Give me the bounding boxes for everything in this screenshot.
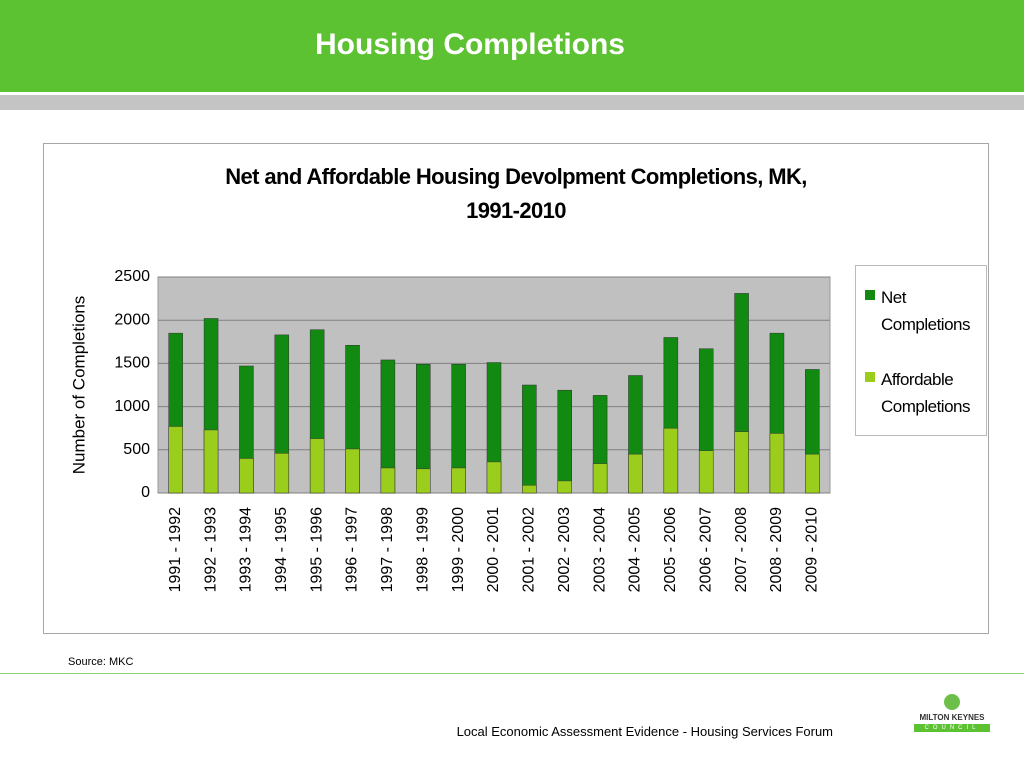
x-tick-label: 1998 - 1999 <box>414 507 431 593</box>
bar <box>416 468 431 494</box>
x-tick-label: 1995 - 1996 <box>308 507 325 593</box>
bar <box>309 438 325 494</box>
y-tick-label: 1000 <box>114 398 150 415</box>
y-tick-label: 500 <box>123 441 150 458</box>
bar <box>557 389 572 494</box>
bar <box>168 426 183 494</box>
logo-name: MILTON KEYNES <box>919 713 985 722</box>
bar <box>592 463 608 494</box>
slide-title: Housing Completions <box>315 28 625 61</box>
x-tick-label: 2006 - 2007 <box>697 507 714 593</box>
y-tick-label: 2000 <box>114 311 150 328</box>
bar <box>557 480 572 494</box>
logo-mark <box>944 694 960 710</box>
divider <box>0 673 1024 674</box>
x-tick-label: 2009 - 2010 <box>804 507 821 593</box>
bar <box>522 384 537 494</box>
x-tick-label: 1993 - 1994 <box>238 507 255 593</box>
header-bar <box>0 0 1024 92</box>
legend-swatch <box>865 290 875 300</box>
header-band <box>0 95 1024 110</box>
bar <box>239 458 254 494</box>
x-tick-label: 2000 - 2001 <box>485 507 502 593</box>
x-tick-label: 2003 - 2004 <box>591 507 608 593</box>
y-tick-label: 0 <box>141 484 150 501</box>
y-tick-label: 2500 <box>114 268 150 285</box>
x-tick-label: 1997 - 1998 <box>379 507 396 593</box>
bar <box>769 433 785 494</box>
x-tick-label: 1994 - 1995 <box>273 507 290 593</box>
legend-label: Affordable Completions <box>881 370 971 416</box>
bar <box>451 467 466 494</box>
y-tick-label: 1500 <box>114 355 150 372</box>
logo-sub: COUNCIL <box>914 724 990 732</box>
chart-title: Net and Affordable Housing Devolpment Co… <box>225 164 807 223</box>
x-tick-label: 1992 - 1993 <box>202 507 219 593</box>
footer: Local Economic Assessment Evidence - Hou… <box>456 724 833 739</box>
bar <box>522 484 537 494</box>
x-tick-label: 2007 - 2008 <box>733 507 750 593</box>
x-tick-label: 2001 - 2002 <box>521 507 538 593</box>
y-axis-label: Number of Completions <box>69 296 88 475</box>
x-tick-label: 2008 - 2009 <box>768 507 785 593</box>
bar <box>345 448 360 494</box>
legend-swatch <box>865 372 875 382</box>
chart-frame <box>43 143 989 634</box>
legend: Net Completions Affordable Completions <box>855 265 987 436</box>
bar <box>628 453 643 494</box>
bar <box>486 461 502 494</box>
source-note: Source: MKC <box>68 656 134 668</box>
bar <box>380 467 396 494</box>
logo: MILTON KEYNES COUNCIL <box>912 694 992 736</box>
bar <box>274 453 290 494</box>
bar <box>663 427 679 494</box>
x-tick-label: 2005 - 2006 <box>662 507 679 593</box>
bar <box>805 453 820 494</box>
legend-label: Net Completions <box>881 288 971 334</box>
bar <box>203 429 219 494</box>
x-tick-label: 1991 - 1992 <box>167 507 184 593</box>
bar <box>698 450 714 494</box>
x-tick-label: 1999 - 2000 <box>450 507 467 593</box>
x-tick-label: 2004 - 2005 <box>627 507 644 593</box>
bar <box>734 431 749 494</box>
x-tick-label: 1996 - 1997 <box>344 507 361 593</box>
x-tick-label: 2002 - 2003 <box>556 507 573 593</box>
